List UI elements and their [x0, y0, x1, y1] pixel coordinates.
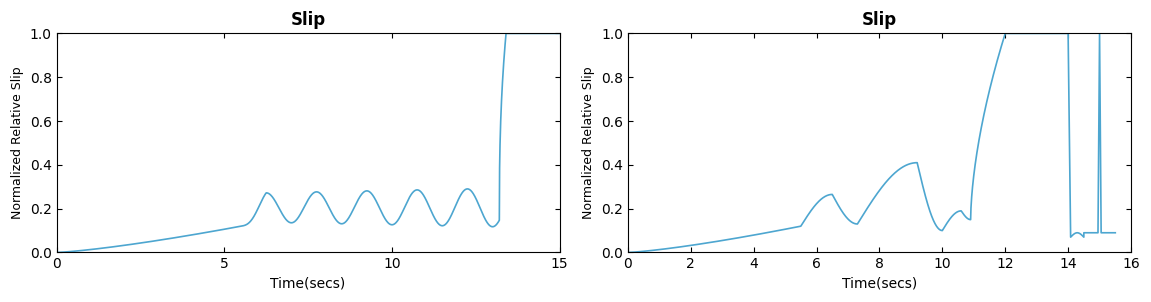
X-axis label: Time(secs): Time(secs) [841, 277, 917, 291]
Title: Slip: Slip [290, 11, 326, 29]
Title: Slip: Slip [862, 11, 897, 29]
Y-axis label: Normalized Relative Slip: Normalized Relative Slip [12, 67, 24, 219]
Y-axis label: Normalized Relative Slip: Normalized Relative Slip [582, 67, 595, 219]
X-axis label: Time(secs): Time(secs) [270, 277, 345, 291]
